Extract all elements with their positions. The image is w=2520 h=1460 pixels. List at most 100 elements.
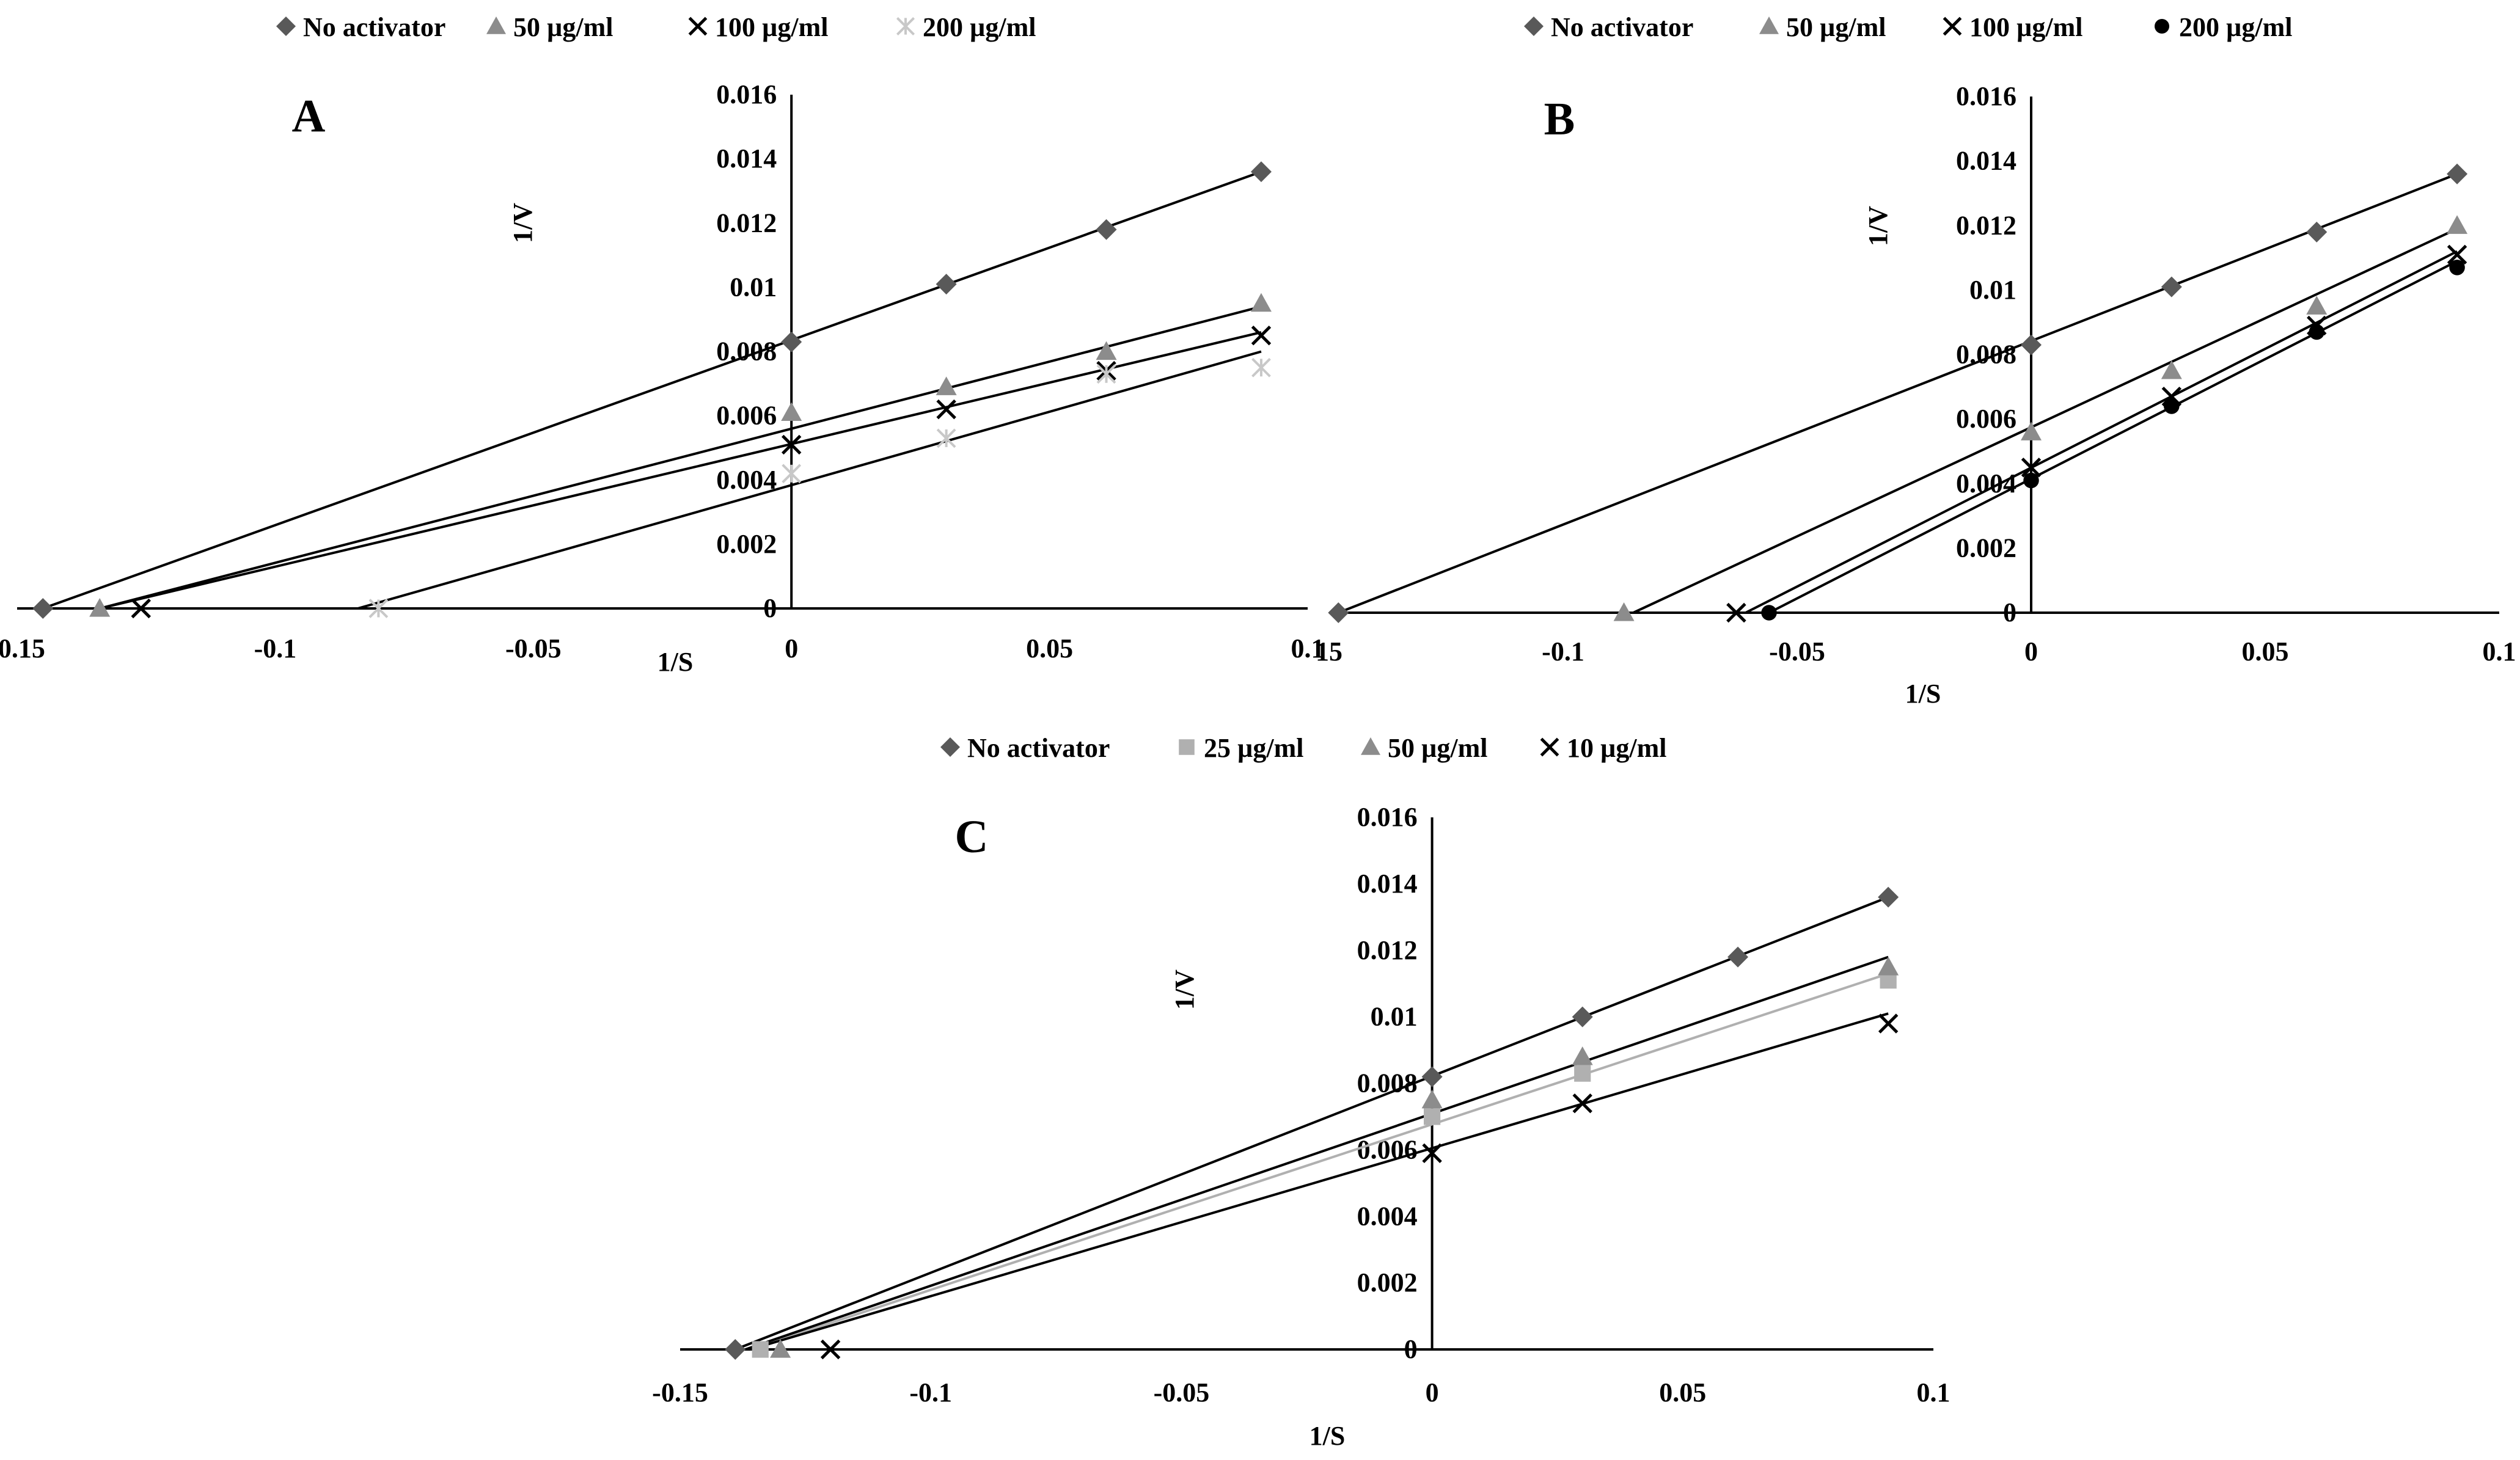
legend-label: 10 µg/ml (1567, 733, 1666, 763)
data-point-series-2 (1726, 602, 1746, 623)
data-point-series-0 (936, 274, 957, 295)
data-point-series-0 (1250, 161, 1272, 183)
data-point-series-3 (1096, 364, 1116, 384)
data-point-series-3 (1572, 1093, 1592, 1114)
data-point-series-3 (368, 599, 389, 618)
legend-marker-3 (1540, 737, 1559, 757)
y-tick-label: 0.006 (1956, 404, 2016, 434)
trendline-series-0 (42, 170, 1262, 610)
data-point-series-0 (2161, 276, 2182, 297)
data-point-series-3 (820, 1339, 841, 1360)
data-point-series-1 (2021, 422, 2042, 440)
legend-marker-2 (1361, 737, 1380, 755)
data-point-series-0 (1096, 219, 1117, 240)
data-point-series-0 (1421, 1066, 1443, 1087)
legend-label: 100 µg/ml (1969, 12, 2082, 42)
y-tick-label: 0.012 (716, 208, 777, 238)
legend-marker-0 (940, 737, 960, 757)
y-tick-label: 0.012 (1357, 935, 1418, 965)
legend-label: 50 µg/ml (1786, 12, 1886, 42)
x-tick-label: -0.05 (1769, 637, 1825, 666)
trendline-series-0 (1338, 172, 2458, 614)
data-point-series-0 (2447, 163, 2468, 184)
data-point-series-0 (725, 1339, 746, 1360)
data-point-series-1 (1574, 1065, 1591, 1082)
data-point-series-1 (1096, 341, 1117, 360)
legend-marker-0 (1524, 16, 1544, 36)
legend-marker-0 (276, 16, 296, 36)
y-axis-title: 1/V (1170, 969, 1200, 1010)
data-point-series-1 (2161, 360, 2182, 379)
data-point-series-1 (1613, 602, 1635, 621)
legend-label: 25 µg/ml (1204, 733, 1303, 763)
y-axis-title: 1/V (1863, 206, 1893, 246)
legend-marker-1 (1179, 739, 1195, 755)
data-point-series-3 (1251, 357, 1271, 378)
legend-label: No activator (303, 12, 445, 42)
data-point-series-0 (1878, 886, 1899, 908)
x-axis-title: 1/S (1905, 679, 1941, 709)
data-point-series-3 (1422, 1143, 1442, 1164)
legend-marker-2 (688, 16, 708, 36)
trendline-series-2 (1745, 250, 2458, 614)
y-tick-label: 0.01 (1969, 275, 2016, 305)
x-tick-label: -0.15 (0, 633, 45, 663)
legend-label: No activator (967, 733, 1110, 763)
y-tick-label: 0.014 (716, 144, 777, 173)
data-point-series-0 (1572, 1006, 1593, 1027)
x-tick-label: -0.1 (909, 1378, 952, 1407)
data-point-series-2 (781, 434, 802, 455)
y-tick-label: 0.016 (1357, 802, 1418, 832)
legend-marker-2 (1943, 16, 1962, 36)
data-point-series-2 (2447, 244, 2467, 265)
data-point-series-3 (2164, 398, 2180, 414)
data-point-series-3 (2449, 260, 2465, 276)
trendline-series-0 (734, 896, 1889, 1351)
x-tick-label: -0.1 (254, 633, 297, 663)
y-tick-label: 0.002 (1357, 1268, 1418, 1298)
legend: No activator 50 µg/ml 100 µg/ml 200 µg/ml (276, 12, 1036, 42)
data-point-series-2 (1572, 1046, 1593, 1065)
legend-label: 200 µg/ml (2179, 12, 2292, 42)
x-tick-label: 0.1 (2483, 637, 2516, 666)
y-tick-label: 0.008 (1956, 340, 2016, 370)
data-point-series-2 (936, 399, 956, 420)
x-tick-label: 0 (785, 633, 798, 663)
y-tick-label: 0.002 (716, 529, 777, 559)
legend-label: 100 µg/ml (715, 12, 828, 42)
x-tick-label: 0.1 (1291, 633, 1325, 663)
y-tick-label: 0 (763, 593, 777, 623)
y-tick-label: 0.014 (1956, 146, 2016, 176)
chart-panel-b: 0 0.002 0.004 0.006 0.008 0.01 0.012 0.014 0.016… (1316, 12, 2516, 709)
legend-label: No activator (1551, 12, 1693, 42)
data-point-series-1 (1424, 1108, 1441, 1125)
data-point-series-3 (2023, 472, 2039, 489)
panel-label: A (292, 90, 326, 142)
y-tick-label: 0.006 (716, 401, 777, 431)
data-point-series-1 (752, 1341, 769, 1358)
legend-marker-1 (486, 16, 506, 34)
data-point-series-2 (131, 598, 151, 619)
data-point-series-0 (1727, 946, 1749, 968)
x-tick-label: -0.1 (1542, 637, 1584, 666)
trendline-series-1 (750, 972, 1889, 1351)
chart-panel-a: 0 0.002 0.004 0.006 0.008 0.01 0.012 0.014 0.016… (0, 12, 1325, 677)
y-tick-label: 0.016 (716, 79, 777, 109)
x-tick-label: -0.05 (505, 633, 562, 663)
data-point-series-0 (2306, 221, 2328, 243)
data-point-series-1 (936, 376, 957, 395)
legend-label: 200 µg/ml (923, 12, 1036, 42)
y-tick-label: 0 (2003, 597, 2016, 627)
data-point-series-3 (1761, 605, 1777, 621)
data-point-series-3 (2309, 324, 2325, 340)
y-tick-label: 0.008 (716, 337, 777, 367)
trendline-series-3 (750, 1012, 1889, 1351)
x-tick-label: 0 (2024, 637, 2038, 666)
y-tick-label: 0.01 (1371, 1002, 1418, 1032)
data-point-series-1 (781, 402, 802, 421)
x-axis-title: 1/S (657, 647, 694, 677)
trendline-series-3 (357, 350, 1262, 610)
data-point-series-0 (1328, 602, 1349, 623)
data-point-series-2 (1421, 1089, 1443, 1109)
